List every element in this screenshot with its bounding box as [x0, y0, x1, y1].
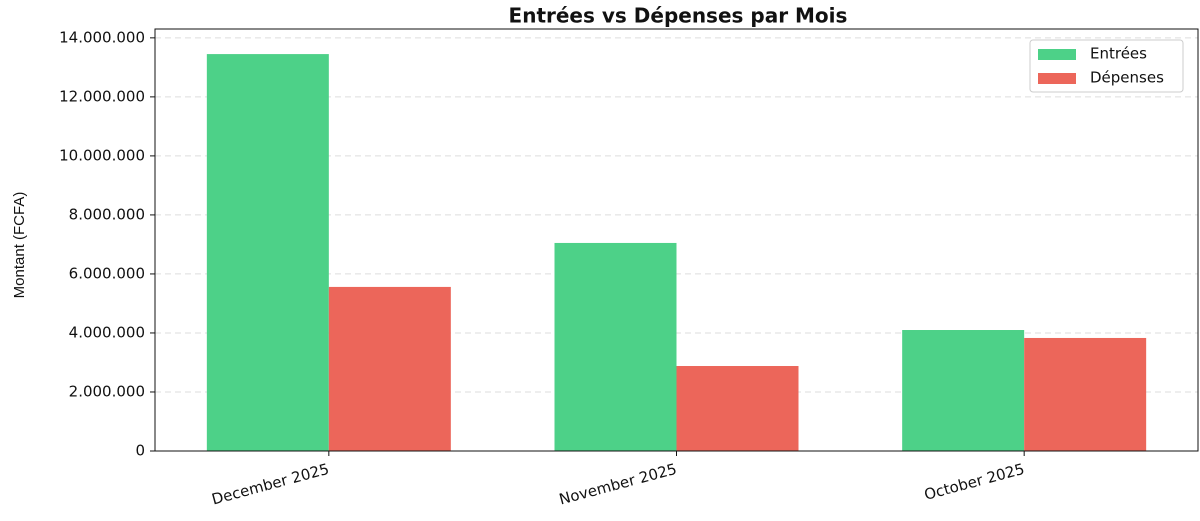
x-tick-label: November 2025	[557, 460, 679, 509]
bar	[328, 286, 451, 451]
legend-swatch	[1038, 49, 1076, 60]
y-tick-label: 0	[135, 442, 145, 460]
y-tick-label: 14.000.000	[59, 28, 145, 46]
y-tick-label: 4.000.000	[69, 323, 145, 341]
bar	[1024, 337, 1147, 451]
y-tick-label: 6.000.000	[69, 264, 145, 282]
legend-label: Entrées	[1090, 45, 1147, 63]
legend-label: Dépenses	[1090, 69, 1164, 87]
y-tick-label: 8.000.000	[69, 205, 145, 223]
legend-swatch	[1038, 73, 1076, 84]
axes-frame	[154, 28, 1199, 452]
bar	[902, 330, 1025, 451]
y-tick-label: 10.000.000	[59, 146, 145, 164]
x-tick-label: December 2025	[210, 460, 331, 509]
legend: Entrées Dépenses	[1029, 39, 1184, 93]
y-tick-label: 12.000.000	[59, 87, 145, 105]
bar	[554, 242, 677, 451]
x-tick-label: October 2025	[922, 460, 1026, 504]
bar	[206, 54, 329, 451]
y-tick-label: 2.000.000	[69, 382, 145, 400]
chart-title: Entrées vs Dépenses par Mois	[509, 4, 848, 28]
bar	[676, 366, 799, 451]
y-axis-label: Montant (FCFA)	[11, 192, 28, 299]
